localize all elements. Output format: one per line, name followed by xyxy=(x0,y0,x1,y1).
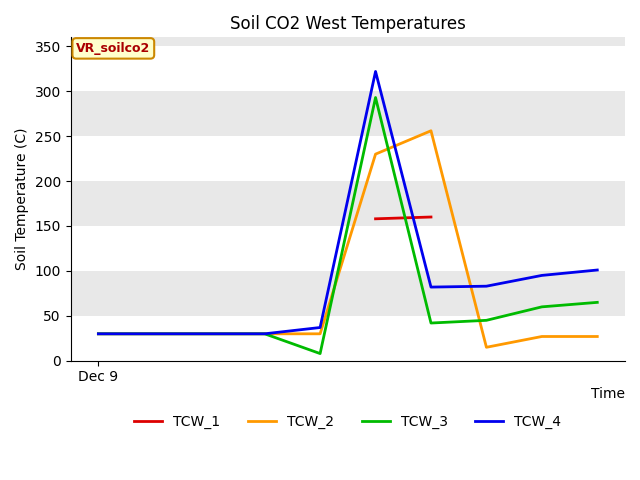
TCW_4 xyxy=(95,331,102,336)
TCW_3 xyxy=(150,331,157,336)
TCW_4 xyxy=(538,273,546,278)
TCW_2 xyxy=(427,128,435,133)
TCW_2 xyxy=(483,344,490,350)
TCW_4 xyxy=(427,284,435,290)
Y-axis label: Soil Temperature (C): Soil Temperature (C) xyxy=(15,128,29,270)
TCW_3 xyxy=(538,304,546,310)
TCW_2 xyxy=(95,331,102,336)
Title: Soil CO2 West Temperatures: Soil CO2 West Temperatures xyxy=(230,15,466,33)
TCW_3 xyxy=(593,300,601,305)
Line: TCW_4: TCW_4 xyxy=(99,72,597,334)
TCW_2 xyxy=(372,151,380,157)
TCW_4 xyxy=(205,331,213,336)
Text: VR_soilco2: VR_soilco2 xyxy=(76,42,150,55)
TCW_3 xyxy=(483,317,490,323)
TCW_2 xyxy=(150,331,157,336)
TCW_4 xyxy=(593,267,601,273)
TCW_4 xyxy=(483,283,490,289)
TCW_2 xyxy=(205,331,213,336)
TCW_3 xyxy=(316,351,324,357)
TCW_2 xyxy=(593,334,601,339)
TCW_4 xyxy=(372,69,380,74)
TCW_2 xyxy=(261,331,269,336)
Line: TCW_3: TCW_3 xyxy=(99,97,597,354)
Bar xyxy=(70,316,625,361)
TCW_3 xyxy=(427,320,435,326)
Line: TCW_1: TCW_1 xyxy=(376,217,431,219)
X-axis label: Time: Time xyxy=(591,387,625,401)
TCW_4 xyxy=(150,331,157,336)
TCW_2 xyxy=(316,331,324,336)
TCW_3 xyxy=(205,331,213,336)
TCW_4 xyxy=(316,324,324,330)
TCW_1 xyxy=(372,216,380,222)
Bar xyxy=(70,226,625,271)
Bar xyxy=(70,136,625,181)
TCW_3 xyxy=(95,331,102,336)
TCW_1 xyxy=(427,214,435,220)
Line: TCW_2: TCW_2 xyxy=(99,131,597,347)
TCW_4 xyxy=(261,331,269,336)
Legend: TCW_1, TCW_2, TCW_3, TCW_4: TCW_1, TCW_2, TCW_3, TCW_4 xyxy=(129,410,567,435)
Bar xyxy=(70,46,625,91)
TCW_3 xyxy=(261,331,269,336)
TCW_3 xyxy=(372,95,380,100)
TCW_2 xyxy=(538,334,546,339)
